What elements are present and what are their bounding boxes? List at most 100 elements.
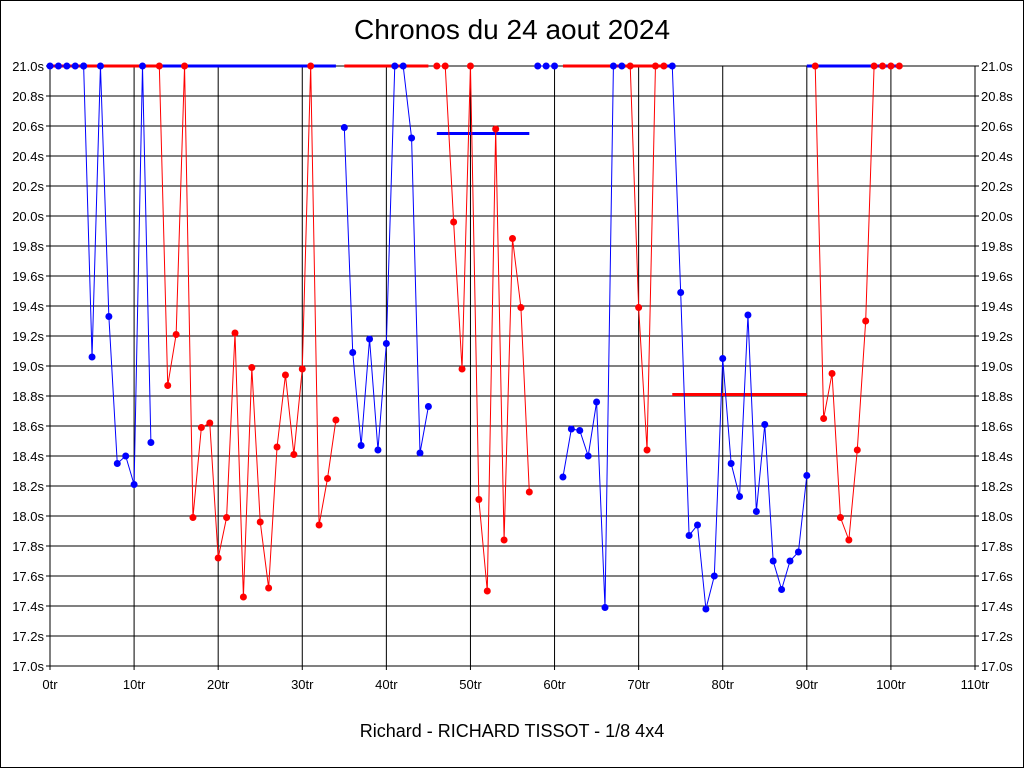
data-point-blue [719, 355, 727, 362]
data-point-red [635, 304, 643, 311]
data-point-blue [744, 311, 752, 319]
y-tick-label-left: 17.0s [12, 659, 44, 674]
series-line-blue [671, 65, 808, 610]
y-tick-label-right: 17.0s [981, 659, 1013, 674]
data-point-red [811, 62, 819, 70]
data-point-blue [349, 349, 357, 356]
data-point-blue [130, 481, 138, 488]
data-point-red [450, 218, 458, 226]
y-tick-label-left: 19.6s [12, 269, 44, 284]
data-point-red [155, 62, 163, 70]
series-line-red [158, 65, 337, 598]
y-tick-label-left: 19.0s [12, 359, 44, 374]
data-point-red [870, 62, 878, 70]
data-point-blue [105, 313, 113, 320]
y-tick-label-left: 17.2s [12, 629, 44, 644]
data-point-red [189, 514, 197, 521]
data-point-red [281, 371, 289, 379]
data-point-blue [559, 473, 567, 481]
data-point-red [290, 451, 298, 458]
data-point-blue [366, 335, 374, 343]
y-tick-label-right: 19.0s [981, 359, 1013, 374]
y-tick-label-right: 20.6s [981, 119, 1013, 134]
y-tick-label-left: 20.2s [12, 179, 44, 194]
data-point-blue [122, 452, 130, 460]
data-point-blue [63, 62, 71, 70]
data-point-blue [778, 586, 786, 593]
y-tick-label-right: 17.4s [981, 599, 1013, 614]
data-point-red [853, 446, 861, 454]
data-point-red [223, 514, 231, 521]
data-point-red [509, 235, 516, 242]
series-line-red [436, 65, 530, 592]
x-tick-label: 50tr [459, 677, 482, 692]
data-point-blue [416, 449, 424, 457]
y-tick-label-left: 19.2s [12, 329, 44, 344]
series-line-blue [562, 65, 622, 608]
data-point-red [862, 317, 870, 325]
x-tick-label: 60tr [543, 677, 566, 692]
data-point-red [324, 475, 331, 482]
data-point-red [836, 514, 844, 521]
data-point-blue [96, 62, 104, 70]
y-tick-label-right: 19.4s [981, 299, 1013, 314]
data-point-blue [54, 62, 62, 70]
y-tick-label-right: 18.4s [981, 449, 1013, 464]
data-point-blue [702, 605, 710, 613]
data-point-red [483, 587, 491, 595]
data-point-red [248, 364, 256, 371]
data-point-red [298, 365, 306, 373]
y-tick-label-left: 17.6s [12, 569, 44, 584]
data-point-blue [542, 62, 550, 70]
y-tick-label-left: 18.8s [12, 389, 44, 404]
y-tick-label-right: 19.8s [981, 239, 1013, 254]
x-tick-label: 90tr [796, 677, 819, 692]
data-point-red [441, 62, 449, 70]
data-point-red [315, 521, 323, 529]
data-point-red [660, 62, 668, 70]
data-point-red [525, 488, 533, 496]
data-point-red [265, 584, 273, 592]
data-point-red [466, 62, 474, 70]
data-point-red [845, 536, 853, 544]
y-tick-label-right: 18.0s [981, 509, 1013, 524]
series-line-blue [83, 65, 152, 485]
data-point-blue [593, 398, 601, 406]
y-tick-label-right: 20.0s [981, 209, 1013, 224]
data-point-blue [391, 62, 399, 70]
data-point-blue [727, 460, 735, 467]
data-point-blue [584, 452, 592, 460]
y-tick-label-right: 19.2s [981, 329, 1013, 344]
data-point-red [500, 536, 508, 544]
data-point-blue [113, 460, 121, 467]
y-tick-label-right: 20.2s [981, 179, 1013, 194]
y-tick-label-right: 17.8s [981, 539, 1013, 554]
data-point-blue [374, 446, 382, 454]
data-point-red [651, 62, 659, 70]
y-tick-label-right: 19.6s [981, 269, 1013, 284]
data-point-red [643, 446, 651, 454]
x-tick-label: 40tr [375, 677, 398, 692]
data-point-blue [46, 62, 54, 70]
data-point-blue [803, 472, 811, 479]
data-point-blue [609, 62, 617, 70]
data-point-blue [424, 403, 432, 410]
data-point-blue [340, 124, 348, 131]
y-tick-label-left: 20.4s [12, 149, 44, 164]
data-point-blue [769, 557, 777, 565]
data-point-red [458, 365, 466, 373]
y-tick-label-left: 21.0s [12, 59, 44, 74]
data-point-blue [139, 62, 146, 70]
data-point-blue [399, 62, 407, 70]
data-point-red [879, 62, 886, 70]
data-point-blue [576, 427, 584, 434]
data-point-red [181, 62, 189, 70]
data-point-blue [71, 62, 79, 70]
data-point-red [172, 331, 180, 338]
x-tick-label: 80tr [712, 677, 735, 692]
y-tick-label-right: 18.6s [981, 419, 1013, 434]
data-point-blue [761, 421, 769, 428]
data-point-red [492, 125, 500, 133]
chart-subtitle: Richard - RICHARD TISSOT - 1/8 4x4 [359, 721, 665, 741]
